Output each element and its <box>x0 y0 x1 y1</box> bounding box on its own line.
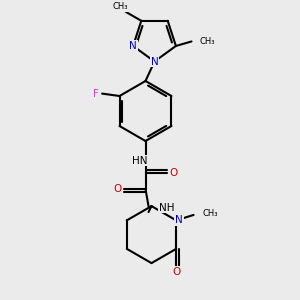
Text: N: N <box>151 56 158 67</box>
Text: O: O <box>172 267 180 277</box>
Text: CH₃: CH₃ <box>112 2 128 11</box>
Text: N: N <box>175 215 183 225</box>
Text: O: O <box>169 167 177 178</box>
Text: CH₃: CH₃ <box>202 209 218 218</box>
Text: HN: HN <box>132 155 147 166</box>
Text: O: O <box>114 184 122 194</box>
Text: NH: NH <box>159 202 175 213</box>
Text: N: N <box>129 41 137 51</box>
Text: CH₃: CH₃ <box>200 37 215 46</box>
Text: F: F <box>93 88 98 99</box>
